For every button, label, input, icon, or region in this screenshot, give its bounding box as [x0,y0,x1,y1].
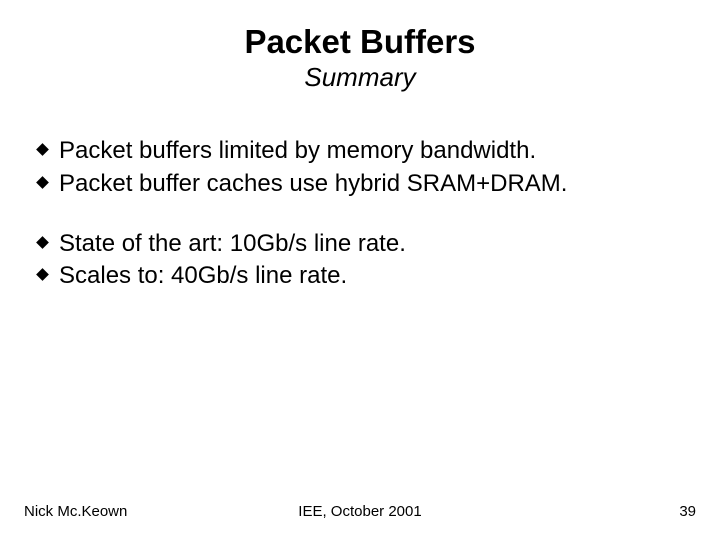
bullet-text: Scales to: 40Gb/s line rate. [59,260,347,292]
footer-author: Nick Mc.Keown [24,503,127,520]
bullet-text: Packet buffers limited by memory bandwid… [59,135,536,167]
slide-title: Packet Buffers [36,24,684,60]
bullet-text: Packet buffer caches use hybrid SRAM+DRA… [59,168,567,200]
slide-content: Packet buffers limited by memory bandwid… [36,135,684,293]
footer-venue: IEE, October 2001 [298,503,421,520]
footer-page-number: 39 [679,503,696,520]
bullet-item: Scales to: 40Gb/s line rate. [36,260,684,292]
diamond-icon [36,269,49,282]
bullet-group: Packet buffers limited by memory bandwid… [36,135,684,200]
slide: Packet Buffers Summary Packet buffers li… [0,0,720,540]
bullet-item: Packet buffers limited by memory bandwid… [36,135,684,167]
slide-footer: Nick Mc.Keown IEE, October 2001 39 [0,503,720,520]
bullet-item: State of the art: 10Gb/s line rate. [36,228,684,260]
diamond-icon [36,176,49,189]
bullet-item: Packet buffer caches use hybrid SRAM+DRA… [36,168,684,200]
diamond-icon [36,236,49,249]
diamond-icon [36,143,49,156]
slide-subtitle: Summary [36,62,684,93]
bullet-text: State of the art: 10Gb/s line rate. [59,228,406,260]
bullet-group: State of the art: 10Gb/s line rate. Scal… [36,228,684,293]
